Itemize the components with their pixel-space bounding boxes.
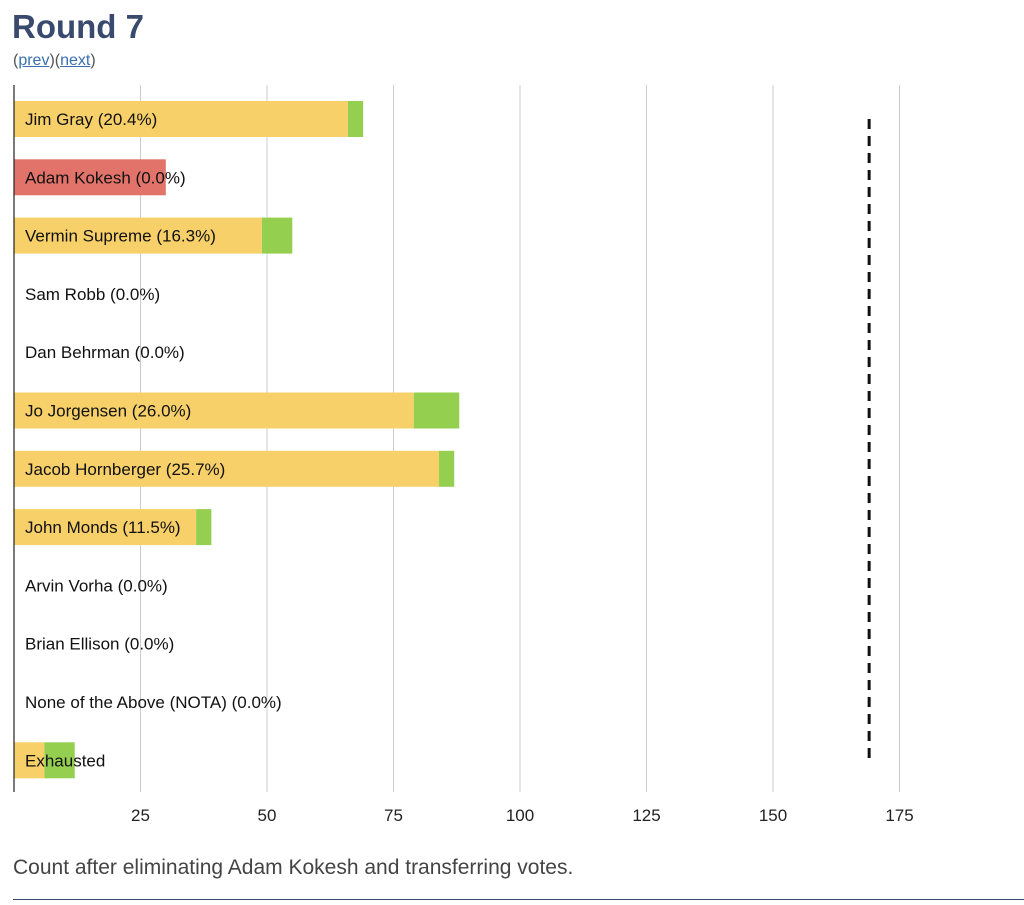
bar-prior-votes	[14, 217, 262, 254]
bar-prior-votes	[14, 392, 414, 429]
bar-label: Jo Jorgensen (26.0%)	[25, 402, 191, 421]
x-tick-label: 125	[632, 806, 660, 825]
round-bar-chart: Jim Gray (20.4%) Adam Kokesh (0.0%) Vermin…	[13, 85, 914, 825]
bar-transferred-votes	[347, 101, 364, 137]
x-tick-label: 100	[506, 806, 534, 825]
bar-transferred-votes	[196, 509, 212, 546]
bar-label: Jacob Hornberger (25.7%)	[25, 460, 225, 479]
bar-prior-votes	[14, 450, 440, 487]
x-tick-label: 150	[759, 806, 787, 825]
round-caption: Count after eliminating Adam Kokesh and …	[13, 856, 574, 879]
bar-prior-votes	[14, 742, 45, 779]
bar-prior-votes	[14, 101, 348, 137]
x-tick-label: 50	[258, 806, 277, 825]
bar-prior-votes	[14, 509, 197, 546]
x-tick-label: 175	[885, 806, 913, 825]
paren-mid: )(	[49, 52, 61, 69]
bar-label: Sam Robb (0.0%)	[25, 285, 160, 304]
prev-link[interactable]: prev	[18, 52, 50, 69]
bottom-divider	[13, 899, 1024, 900]
round-nav: (prev)(next)	[13, 52, 96, 70]
bar-label: John Monds (11.5%)	[25, 518, 181, 537]
bar-transferred-votes	[44, 742, 75, 779]
bar-transferred-votes	[413, 392, 460, 429]
bar-transferred-votes	[261, 217, 293, 254]
bar-label: Adam Kokesh (0.0%)	[25, 168, 186, 187]
bar-label: Dan Behrman (0.0%)	[25, 343, 185, 362]
bar-label: Vermin Supreme (16.3%)	[25, 227, 216, 246]
x-tick-label: 75	[384, 806, 403, 825]
bar-label: Jim Gray (20.4%)	[25, 110, 157, 129]
page-title: Round 7	[12, 8, 144, 45]
bar-prior-votes	[14, 159, 166, 196]
bar-label: Exhausted	[25, 751, 105, 770]
next-link[interactable]: next	[60, 52, 91, 69]
bar-label: None of the Above (NOTA) (0.0%)	[25, 693, 282, 712]
bar-label: Brian Ellison (0.0%)	[25, 635, 174, 654]
bar-transferred-votes	[439, 450, 455, 487]
paren-open: (	[13, 52, 19, 69]
x-tick-label: 25	[131, 806, 150, 825]
paren-close: )	[90, 52, 96, 69]
bar-label: Arvin Vorha (0.0%)	[25, 576, 168, 595]
